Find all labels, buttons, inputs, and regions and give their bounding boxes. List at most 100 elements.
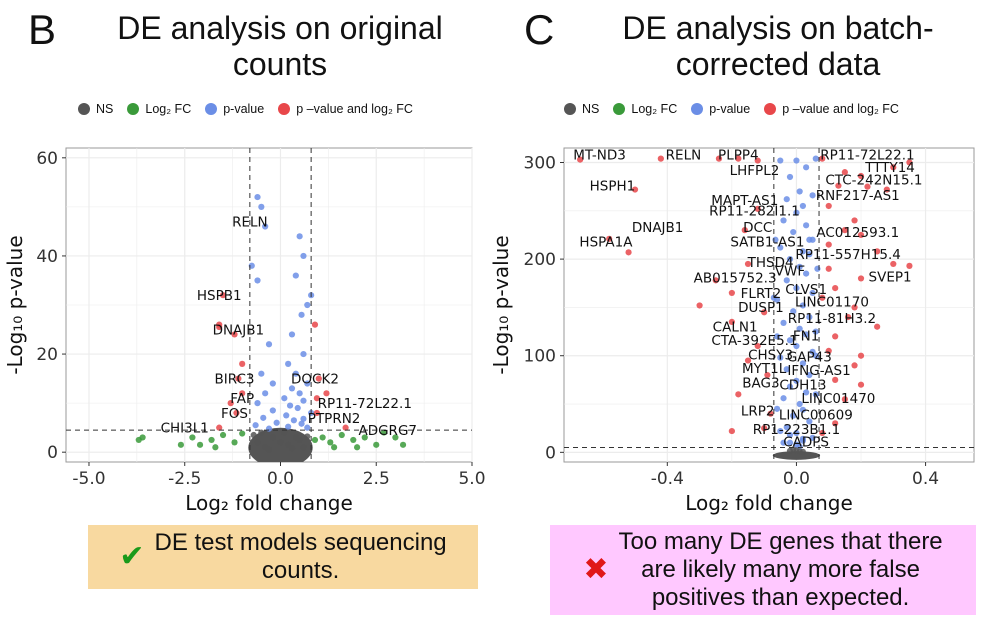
data-point-p [300, 350, 307, 358]
gene-label: DNAJB1 [213, 322, 265, 338]
data-point-p [269, 380, 276, 387]
data-point-p [796, 263, 803, 270]
points-group [577, 155, 913, 460]
panel-letter: C [524, 6, 555, 53]
data-point-fc [219, 431, 227, 439]
data-point-pfc [315, 375, 322, 382]
data-point-p [770, 294, 777, 301]
data-point-p [288, 331, 296, 338]
data-point-pfc [239, 360, 246, 367]
gene-label: DUSP1 [738, 300, 784, 316]
data-point-p [283, 412, 290, 419]
data-point-p [783, 277, 790, 284]
data-point-p [296, 390, 303, 397]
data-point-p [296, 233, 303, 240]
gene-label: FLRT2 [741, 286, 782, 302]
data-point-p [799, 302, 806, 309]
legend-label: p-value [709, 102, 751, 116]
data-point-pfc [744, 260, 752, 268]
data-point-p [300, 415, 307, 422]
gene-label: SVEP1 [869, 269, 912, 285]
data-point-p [285, 360, 292, 367]
legend-dot-icon [205, 103, 218, 115]
plot-area [563, 147, 975, 463]
data-point-pfc [323, 390, 330, 397]
data-point-fc [189, 434, 196, 441]
gene-label: RELN [666, 148, 702, 164]
title-line: counts [232, 46, 328, 82]
data-point-p [786, 173, 794, 181]
data-point-pfc [313, 409, 320, 417]
data-point-p [799, 248, 806, 255]
gene-label: AB015752.3 [694, 270, 777, 286]
x-axis-label: Log₂ fold change [685, 491, 853, 515]
data-point-ns [304, 433, 311, 440]
gene-label: RP1-223B1.1 [753, 422, 840, 438]
gene-label: HSPB1 [197, 288, 242, 304]
legend: NS Log₂ FC p-value p –value and log₂ FC [78, 102, 427, 116]
gene-label: AC012593.1 [816, 225, 899, 241]
gene-label: FOS [221, 406, 248, 422]
y-axis-label: -Log₁₀ p-value [3, 235, 27, 374]
data-point-pfc [835, 182, 842, 189]
data-point-pfc [819, 429, 826, 437]
data-point-fc [399, 441, 407, 448]
data-point-fc [212, 444, 219, 451]
gene-label: HSPH1 [590, 179, 636, 195]
data-point-p [803, 222, 810, 229]
data-point-p [793, 284, 800, 292]
gene-label: ADGRG7 [358, 423, 417, 439]
gene-label: RNF217-AS1 [816, 188, 900, 204]
data-point-fc [208, 436, 215, 444]
data-point-fc [231, 439, 238, 446]
x-axis-label: Log₂ fold change [185, 491, 353, 515]
data-point-p [273, 419, 280, 426]
data-point-pfc [832, 420, 839, 427]
x-tick-label: -5.0 [72, 469, 105, 489]
data-point-p [806, 236, 813, 243]
note-line: DE test models sequencing [154, 529, 447, 556]
data-point-p [773, 405, 781, 412]
data-point-fc [361, 434, 368, 441]
data-point-p [786, 431, 794, 439]
data-point-p [814, 265, 821, 272]
data-point-p [260, 414, 267, 421]
y-tick-label: 100 [524, 347, 556, 367]
legend-item-log2fc: Log₂ FC [613, 102, 677, 116]
gene-label: LINC01170 [795, 294, 869, 310]
data-point-pfc [754, 342, 761, 350]
data-point-p [292, 272, 299, 279]
data-point-p [780, 439, 787, 446]
note-line: Too many DE genes that there [618, 528, 943, 555]
data-point-fc [327, 439, 334, 446]
legend: NS Log₂ FC p-value p –value and log₂ FC [564, 102, 913, 116]
legend-label: p –value and log₂ FC [296, 102, 413, 116]
data-point-p [812, 328, 819, 335]
gene-label: LINC00609 [779, 407, 853, 423]
x-tick-label: 5.0 [458, 469, 485, 489]
data-point-fc [373, 441, 380, 448]
data-point-p [285, 423, 292, 430]
data-point-pfc [754, 157, 761, 164]
data-point-pfc [657, 155, 664, 162]
gene-label: MT-ND3 [573, 148, 626, 164]
panel-title: DE analysis on original counts [80, 10, 480, 82]
y-tick-label: 0 [545, 443, 556, 463]
legend-label: p-value [223, 102, 265, 116]
x-tick-label: 0.0 [783, 469, 810, 489]
data-point-pfc [874, 248, 881, 255]
data-point-p [793, 377, 800, 384]
data-point-pfc [219, 292, 227, 299]
data-point-pfc [728, 289, 735, 297]
data-point-pfc [851, 217, 858, 224]
data-point-pfc [825, 265, 832, 272]
data-point-pfc [216, 321, 223, 328]
data-point-p [288, 385, 296, 392]
legend-item-pvalue: p-value [691, 102, 750, 116]
x-tick-label: -0.4 [651, 469, 684, 489]
data-point-p [300, 397, 307, 404]
data-point-pfc [851, 362, 858, 369]
data-point-p [790, 228, 797, 236]
gene-label: CTA-392E5.1 [711, 333, 797, 349]
data-point-fc [350, 436, 357, 444]
